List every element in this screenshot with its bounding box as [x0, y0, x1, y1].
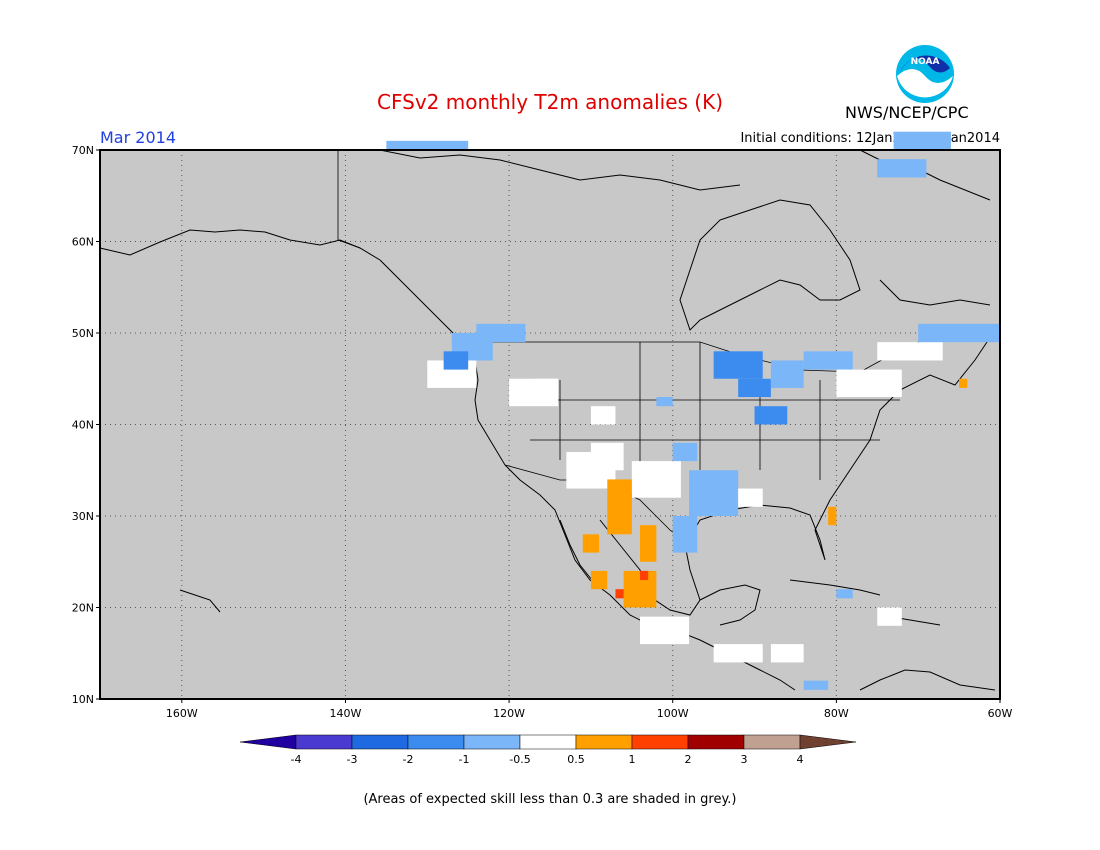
anomaly-cell [582, 534, 600, 553]
anomaly-cell [877, 607, 902, 626]
anomaly-cell [443, 351, 469, 370]
colorbar-label: 3 [741, 753, 748, 766]
anomaly-cell [738, 488, 763, 507]
lon-tick-label: 100W [657, 707, 689, 720]
colorbar-label: -0.5 [509, 753, 530, 766]
anomaly-cell [877, 342, 943, 361]
lat-tick-label: 40N [72, 419, 94, 432]
colorbar-segment [407, 734, 465, 750]
colorbar: -4 -3 -2 -1 -0.5 0.5 1 2 3 4 [239, 734, 857, 766]
anomaly-cell [640, 570, 649, 581]
colorbar-segment [687, 734, 745, 750]
colorbar-segment [631, 734, 689, 750]
anomaly-cell [770, 644, 804, 663]
colorbar-label: 0.5 [567, 753, 585, 766]
colorbar-label: -2 [403, 753, 414, 766]
lon-tick-label: 80W [824, 707, 849, 720]
agency-label: NWS/NCEP/CPC [845, 103, 969, 122]
anomaly-cell [672, 516, 698, 553]
colorbar-label: -1 [459, 753, 470, 766]
anomaly-cell [770, 360, 804, 388]
forecast-period: Mar 2014 [100, 128, 176, 147]
anomaly-cell [476, 323, 526, 343]
anomaly-cell [754, 406, 788, 425]
anomaly-cell [640, 616, 690, 645]
anomaly-cell [713, 644, 763, 663]
anomaly-cell [533, 378, 559, 398]
anomaly-cell [656, 397, 673, 407]
anomaly-cell [386, 140, 469, 150]
colorbar-segment [519, 734, 577, 750]
anomaly-cell [672, 442, 698, 462]
anomaly-cell [803, 680, 829, 690]
lat-tick-label: 70N [72, 144, 94, 157]
colorbar-segment [295, 734, 353, 750]
anomaly-cell [590, 442, 624, 471]
chart-title: CFSv2 monthly T2m anomalies (K) [377, 90, 723, 114]
anomaly-cell [877, 159, 927, 178]
lon-tick-label: 120W [493, 707, 525, 720]
colorbar-segment [575, 734, 633, 750]
anomaly-cell [893, 131, 951, 150]
lat-tick-label: 60N [72, 236, 94, 249]
lat-tick-label: 20N [72, 602, 94, 615]
anomaly-cell [705, 479, 730, 507]
colorbar-segment [351, 734, 409, 750]
anomaly-cell [836, 589, 853, 599]
logo-text: NOAA [911, 57, 940, 67]
colorbar-segment [743, 734, 801, 750]
colorbar-segment [463, 734, 521, 750]
colorbar-label: -4 [291, 753, 302, 766]
anomaly-cell [631, 461, 681, 498]
lat-tick-label: 30N [72, 510, 94, 523]
lon-tick-label: 160W [166, 707, 198, 720]
graticule [100, 150, 1000, 699]
anomaly-cell [738, 378, 771, 398]
anomaly-cell [590, 570, 608, 590]
colorbar-max-arrow [799, 734, 857, 750]
colorbar-label: 4 [797, 753, 804, 766]
anomaly-cell [640, 525, 657, 562]
anomaly-cell [836, 369, 902, 398]
anomaly-cell [803, 351, 853, 370]
colorbar-label: 2 [685, 753, 692, 766]
lon-tick-label: 60W [988, 707, 1013, 720]
footnote: (Areas of expected skill less than 0.3 a… [363, 792, 737, 807]
anomaly-cell [918, 323, 1000, 343]
lat-tick-label: 50N [72, 327, 94, 340]
anomaly-cell [607, 479, 632, 535]
lon-tick-label: 140W [330, 707, 362, 720]
anomaly-cells [386, 131, 1000, 690]
colorbar-label: 1 [629, 753, 636, 766]
anomaly-cell [590, 406, 616, 425]
anomaly-cell [713, 351, 763, 379]
noaa-logo-icon: NOAA [894, 43, 956, 105]
colorbar-label: -3 [347, 753, 358, 766]
anomaly-cell [615, 589, 624, 599]
lat-tick-label: 10N [72, 693, 94, 706]
axis-labels: 70N 60N 50N 40N 30N 20N 10N 160W 140W 120W 100W 80W… [72, 144, 1013, 720]
anomaly-cell [828, 506, 837, 526]
anomaly-cell [959, 378, 968, 388]
colorbar-min-arrow [239, 734, 297, 750]
